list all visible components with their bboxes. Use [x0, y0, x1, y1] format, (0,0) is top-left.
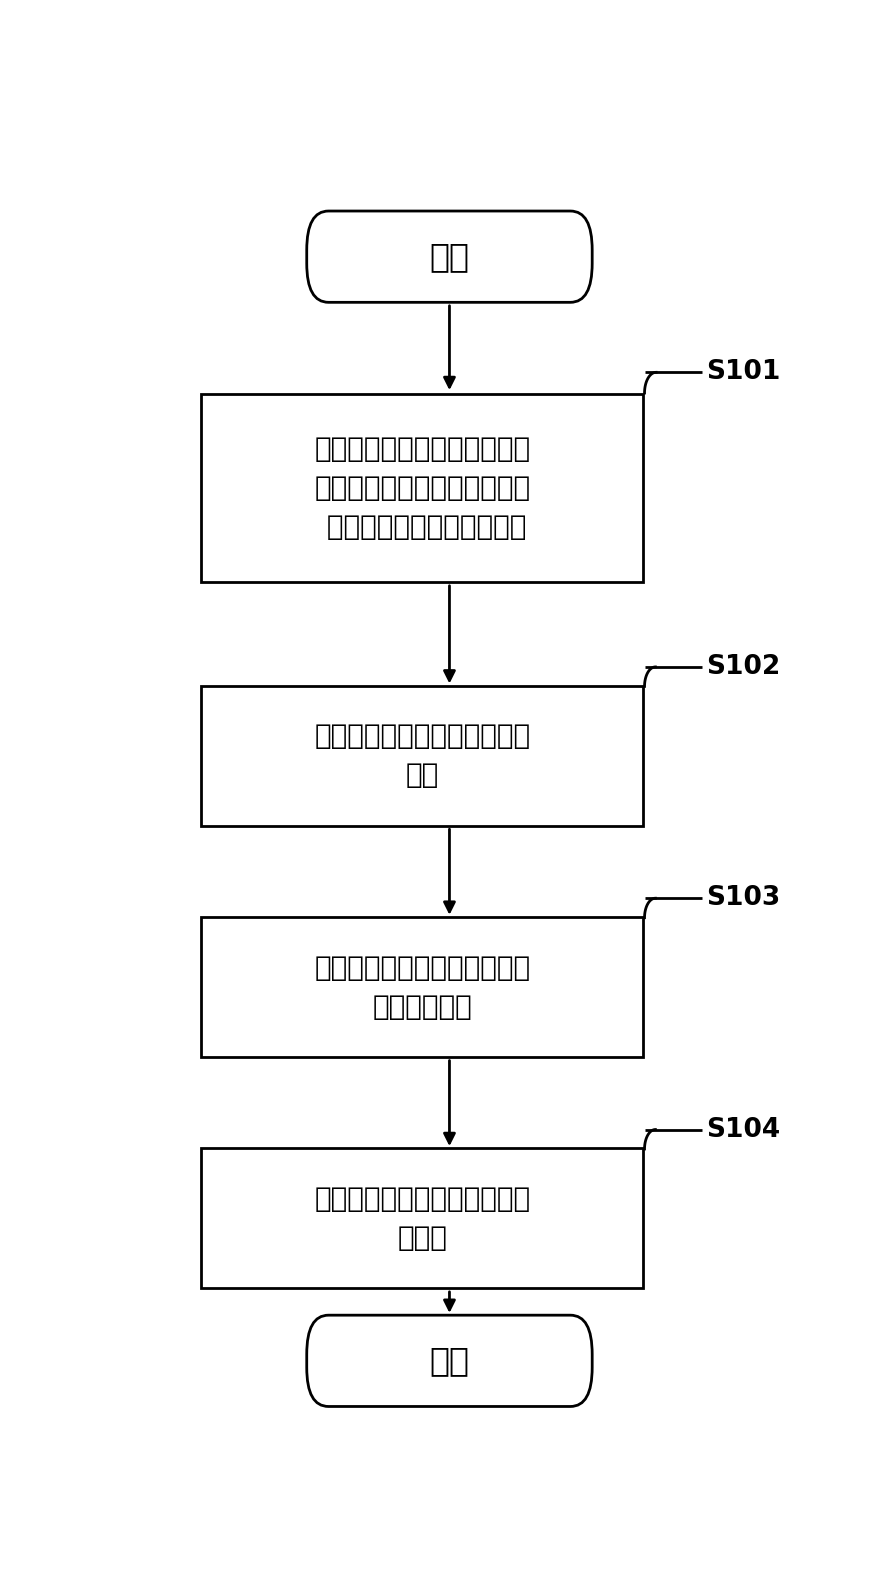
Text: S103: S103 [706, 885, 780, 911]
Bar [202, 917, 643, 1058]
Text: S102: S102 [706, 655, 780, 680]
Text: S101: S101 [706, 359, 780, 386]
Text: S104: S104 [706, 1116, 780, 1143]
Text: 评估各个所述预测路径的评估
得分: 评估各个所述预测路径的评估 得分 [314, 723, 531, 789]
Text: 根据所述移动机器人的当前速
度和多个预测加速度，获取多
 条大于预设长度的预测路径: 根据所述移动机器人的当前速 度和多个预测加速度，获取多 条大于预设长度的预测路径 [314, 435, 531, 541]
Text: 控制所述移动机器人沿目标路
径移动: 控制所述移动机器人沿目标路 径移动 [314, 1184, 531, 1252]
Bar [202, 1148, 643, 1289]
Bar [202, 686, 643, 825]
Bar [202, 394, 643, 582]
FancyBboxPatch shape [307, 1315, 592, 1407]
Text: 获取评估得分最高的预测路径
作为目标路径: 获取评估得分最高的预测路径 作为目标路径 [314, 953, 531, 1021]
Text: 结束: 结束 [430, 1344, 469, 1377]
FancyBboxPatch shape [307, 210, 592, 302]
Text: 开始: 开始 [430, 240, 469, 274]
